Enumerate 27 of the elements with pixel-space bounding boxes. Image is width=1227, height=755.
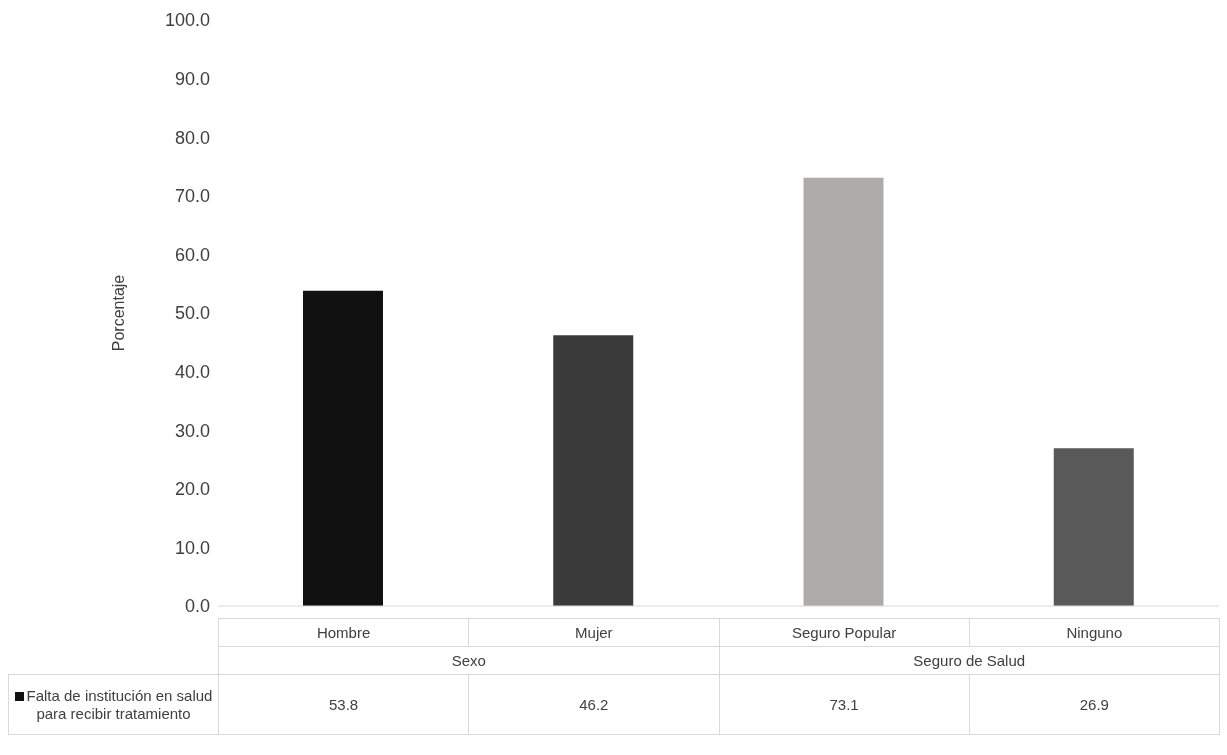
bar (803, 177, 884, 606)
data-label: 53.8 (218, 674, 469, 735)
bar (303, 290, 383, 606)
y-tick-label: 70.0 (174, 186, 210, 207)
y-tick-label: 10.0 (174, 537, 210, 558)
y-axis-title: Porcentaje (109, 274, 127, 352)
y-tick-label: 90.0 (174, 68, 210, 89)
y-tick-label: 0.0 (184, 596, 210, 617)
x-tick-label: Ninguno (969, 618, 1220, 647)
x-tick-label: Hombre (218, 618, 469, 647)
y-tick-label: 20.0 (174, 479, 210, 500)
text: Seguro de Salud (719, 646, 1220, 675)
data-label: 73.1 (719, 674, 970, 735)
y-tick-label: 60.0 (174, 244, 210, 265)
text: Sexo (218, 646, 719, 675)
x-tick-label: Mujer (468, 618, 719, 647)
y-tick-label: 80.0 (174, 127, 210, 148)
y-tick-label: 30.0 (174, 420, 210, 441)
legend-label: Falta de institución en salud para recibir tratamiento (25, 686, 213, 722)
bar (553, 335, 634, 606)
data-label: 26.9 (969, 674, 1220, 735)
bar (1053, 448, 1134, 606)
y-tick-label: 100.0 (164, 10, 210, 31)
y-tick-label: 40.0 (174, 361, 210, 382)
y-tick-label: 50.0 (174, 303, 210, 324)
data-label: 46.2 (468, 674, 719, 735)
x-tick-label: Seguro Popular (719, 618, 970, 647)
